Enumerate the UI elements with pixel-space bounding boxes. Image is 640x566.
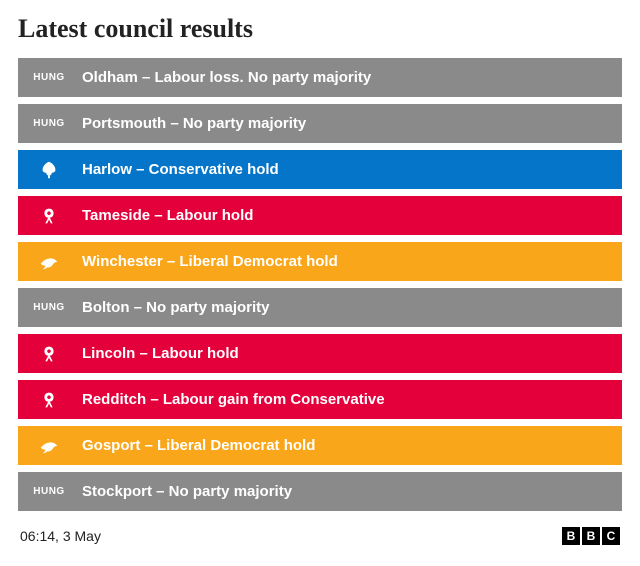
logo-box: B — [562, 527, 580, 545]
hung-badge: HUNG — [18, 104, 80, 143]
tree-icon — [18, 150, 80, 189]
footer: 06:14, 3 May BBC — [18, 527, 622, 545]
hung-badge: HUNG — [18, 472, 80, 511]
result-label: Harlow – Conservative hold — [80, 161, 279, 178]
result-label: Redditch – Labour gain from Conservative — [80, 391, 385, 408]
result-row: HUNG Portsmouth – No party majority — [18, 104, 622, 143]
hung-badge: HUNG — [18, 58, 80, 97]
badge-text: HUNG — [33, 72, 64, 83]
result-row: HUNG Stockport – No party majority — [18, 472, 622, 511]
results-card: Latest council results HUNG Oldham – Labo… — [0, 0, 640, 555]
result-row: Gosport – Liberal Democrat hold — [18, 426, 622, 465]
result-label: Gosport – Liberal Democrat hold — [80, 437, 315, 454]
bird-icon — [18, 242, 80, 281]
timestamp: 06:14, 3 May — [20, 528, 101, 544]
logo-box: C — [602, 527, 620, 545]
result-row: Harlow – Conservative hold — [18, 150, 622, 189]
results-list: HUNG Oldham – Labour loss. No party major… — [18, 58, 622, 511]
badge-text: HUNG — [33, 118, 64, 129]
result-row: Redditch – Labour gain from Conservative — [18, 380, 622, 419]
result-row: Tameside – Labour hold — [18, 196, 622, 235]
bbc-logo: BBC — [562, 527, 620, 545]
result-row: HUNG Bolton – No party majority — [18, 288, 622, 327]
result-label: Oldham – Labour loss. No party majority — [80, 69, 371, 86]
page-title: Latest council results — [18, 14, 622, 44]
rose-icon — [18, 334, 80, 373]
result-label: Bolton – No party majority — [80, 299, 270, 316]
rose-icon — [18, 196, 80, 235]
result-row: Winchester – Liberal Democrat hold — [18, 242, 622, 281]
result-label: Tameside – Labour hold — [80, 207, 253, 224]
result-label: Winchester – Liberal Democrat hold — [80, 253, 338, 270]
result-row: HUNG Oldham – Labour loss. No party major… — [18, 58, 622, 97]
hung-badge: HUNG — [18, 288, 80, 327]
bird-icon — [18, 426, 80, 465]
badge-text: HUNG — [33, 302, 64, 313]
badge-text: HUNG — [33, 486, 64, 497]
result-label: Stockport – No party majority — [80, 483, 292, 500]
rose-icon — [18, 380, 80, 419]
logo-box: B — [582, 527, 600, 545]
result-label: Portsmouth – No party majority — [80, 115, 306, 132]
result-label: Lincoln – Labour hold — [80, 345, 239, 362]
result-row: Lincoln – Labour hold — [18, 334, 622, 373]
